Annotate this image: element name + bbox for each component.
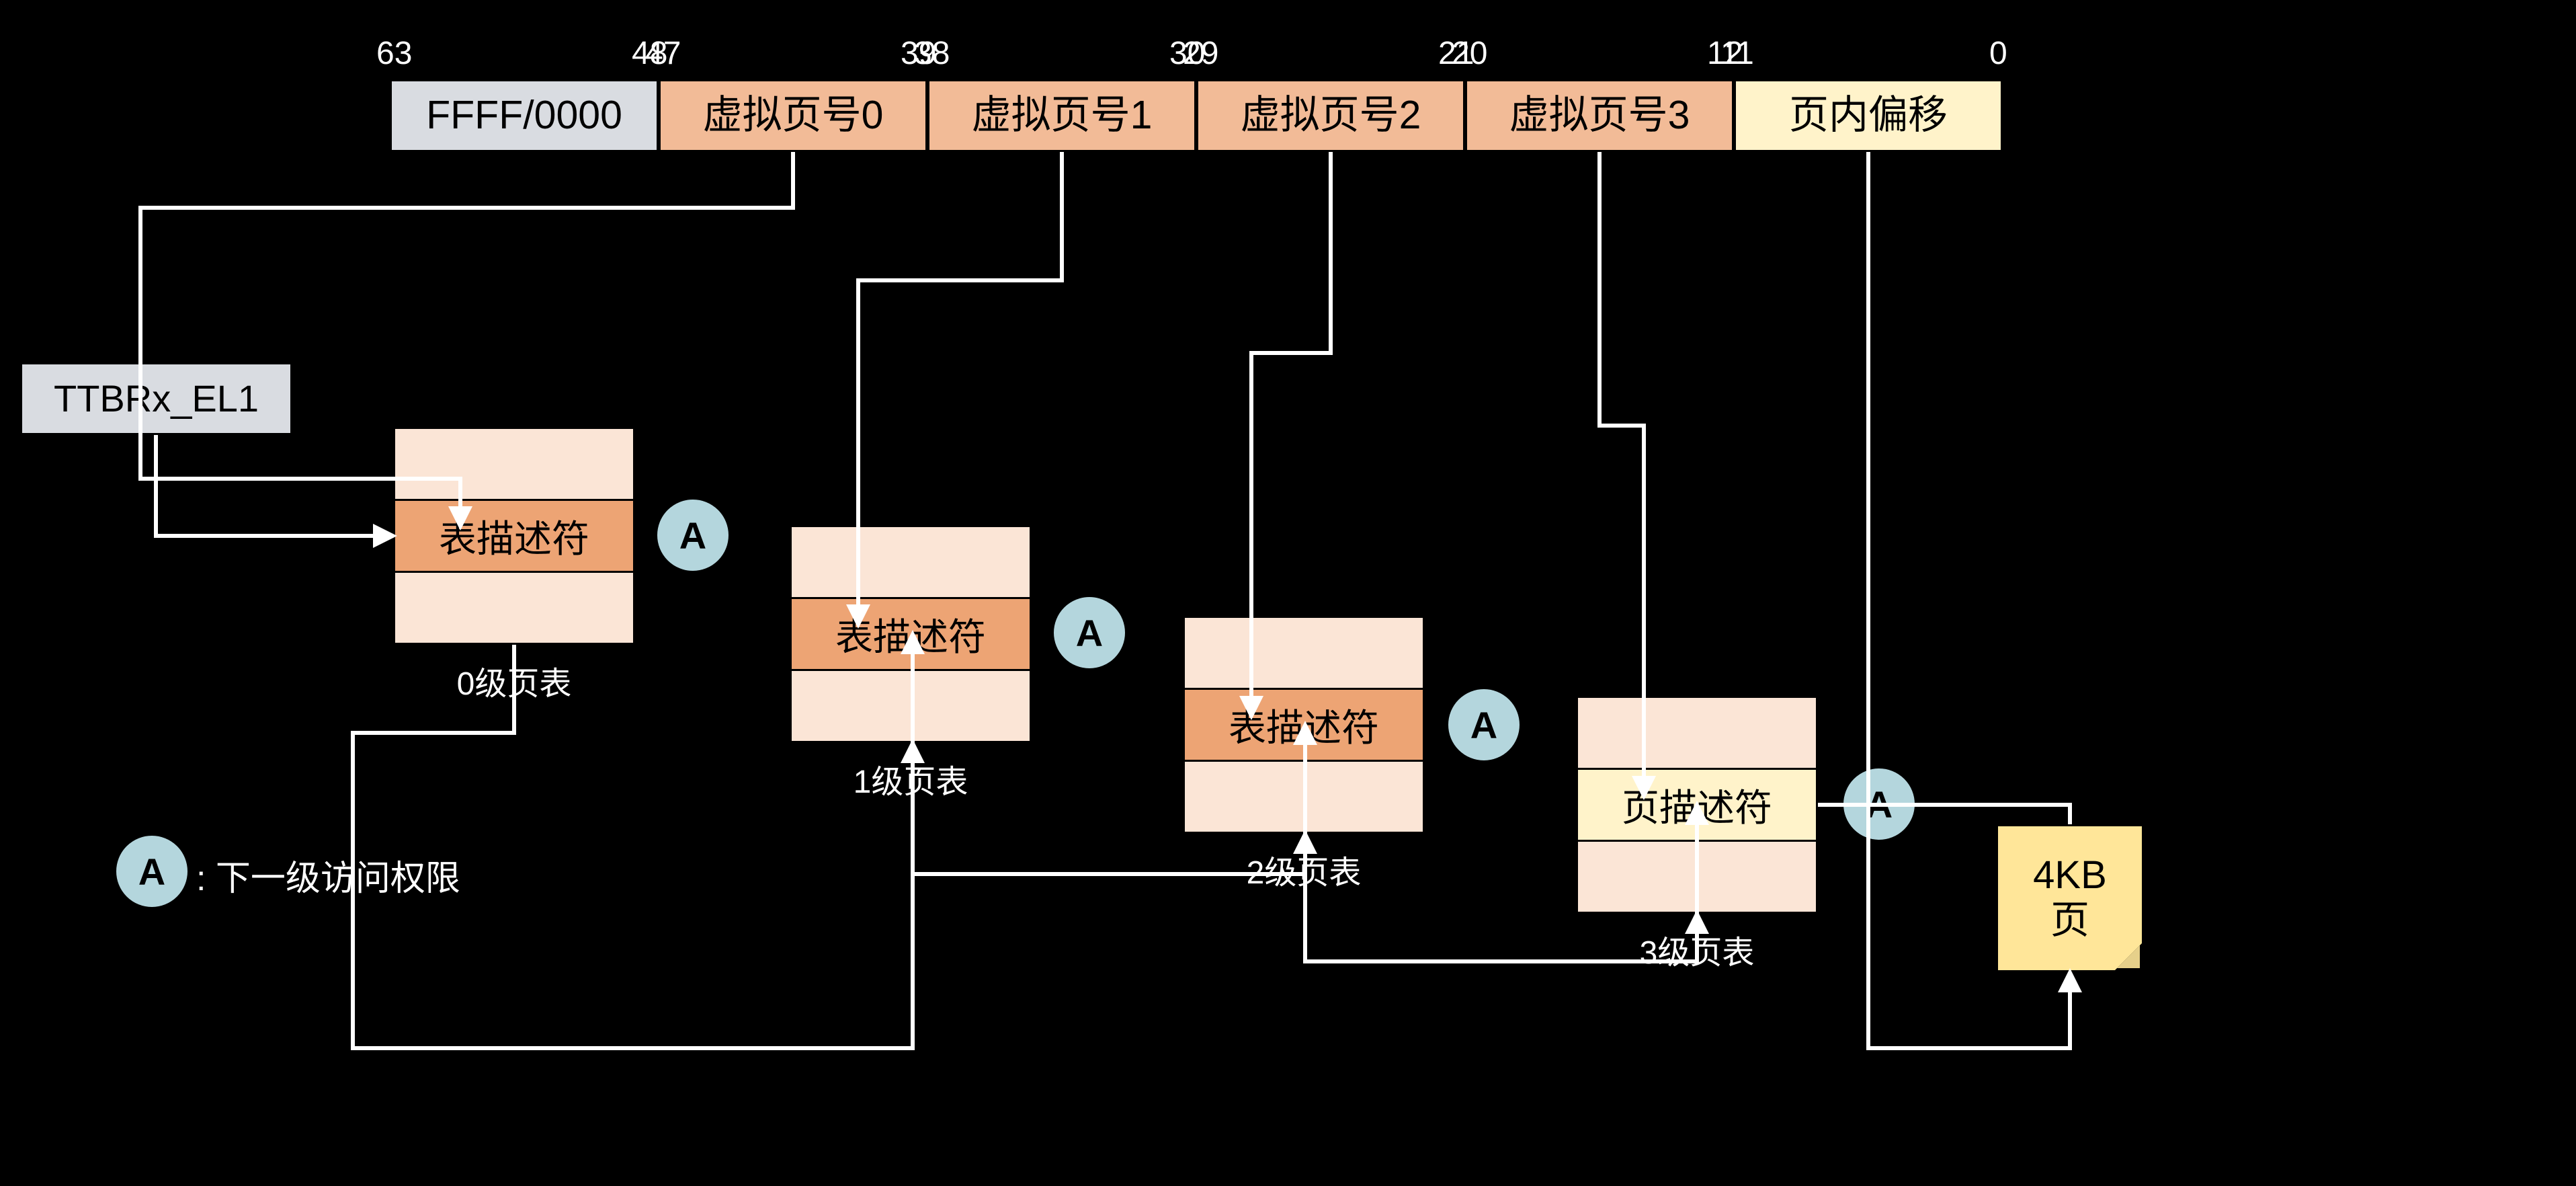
level-1-label: 1级页表 <box>830 755 991 802</box>
access-badge-L2: A <box>1446 687 1522 762</box>
level-3-table: 页描述符 <box>1576 696 1818 914</box>
table-row <box>1578 840 1816 912</box>
page-offset-cell: 页内偏移 <box>1734 79 2003 152</box>
table-row <box>395 571 633 643</box>
cell-text: 虚拟页号2 <box>1241 93 1421 139</box>
bit-index-63: 63 <box>376 35 412 72</box>
bit-index-38: 38 <box>914 35 950 72</box>
table-row <box>1185 760 1423 832</box>
badge-letter: A <box>1866 783 1893 826</box>
bit-index-20: 20 <box>1452 35 1487 72</box>
ttbr-register: TTBRx_EL1 <box>20 362 292 435</box>
cell-text: FFFF/0000 <box>426 93 622 139</box>
vpn-2-cell: 虚拟页号2 <box>1196 79 1465 152</box>
access-badge-L3: A <box>1841 766 1917 842</box>
access-badge-L0: A <box>655 498 731 573</box>
descriptor-row: 页描述符 <box>1578 768 1816 840</box>
table-row <box>1185 618 1423 688</box>
wire-0 <box>156 435 393 536</box>
note-line: 4KB <box>2033 853 2107 898</box>
access-badge-L1: A <box>1052 595 1127 670</box>
level-1-table: 表描述符 <box>790 525 1032 743</box>
level-3-label: 3级页表 <box>1616 926 1778 973</box>
table-row <box>792 669 1030 741</box>
cell-text: 页内偏移 <box>1789 93 1948 139</box>
descriptor-text: 表描述符 <box>835 607 986 662</box>
cell-text: 虚拟页号0 <box>703 93 884 139</box>
vpn-0-cell: 虚拟页号0 <box>659 79 927 152</box>
bit-index-29: 29 <box>1183 35 1218 72</box>
note-line: 页 <box>2050 898 2089 943</box>
badge-letter: A <box>679 514 706 557</box>
access-badge-legend: A <box>114 834 190 909</box>
level-0-table: 表描述符 <box>393 427 635 645</box>
ttbr-label: TTBRx_EL1 <box>54 377 259 420</box>
page-frame-note: 4KB页 <box>1996 824 2144 972</box>
level-0-label: 0级页表 <box>433 657 595 704</box>
badge-letter: A <box>138 850 165 894</box>
bit-index-47: 47 <box>645 35 681 72</box>
descriptor-text: 表描述符 <box>439 509 589 563</box>
level-2-table: 表描述符 <box>1183 616 1425 834</box>
va-high-bits-cell: FFFF/0000 <box>390 79 659 152</box>
cell-text: 虚拟页号3 <box>1509 93 1690 139</box>
vpn-1-cell: 虚拟页号1 <box>927 79 1196 152</box>
table-row <box>792 527 1030 597</box>
wires-layer <box>0 0 2576 1186</box>
descriptor-row: 表描述符 <box>1185 688 1423 760</box>
badge-letter: A <box>1470 703 1497 747</box>
descriptor-text: 表描述符 <box>1229 698 1379 752</box>
descriptor-text: 页描述符 <box>1622 778 1772 832</box>
diagram-stage: FFFF/0000虚拟页号0虚拟页号1虚拟页号2虚拟页号3页内偏移6348473… <box>0 0 2576 1186</box>
bit-index-0: 0 <box>1989 35 2007 72</box>
table-row <box>395 429 633 499</box>
badge-letter: A <box>1076 611 1103 655</box>
legend-text: : 下一级访问权限 <box>196 850 460 900</box>
descriptor-row: 表描述符 <box>395 499 633 571</box>
note-fold-inner <box>2117 945 2140 968</box>
vpn-3-cell: 虚拟页号3 <box>1465 79 1734 152</box>
level-2-label: 2级页表 <box>1223 846 1384 893</box>
cell-text: 虚拟页号1 <box>972 93 1153 139</box>
descriptor-row: 表描述符 <box>792 597 1030 669</box>
table-row <box>1578 698 1816 768</box>
bit-index-11: 11 <box>1720 35 1754 72</box>
